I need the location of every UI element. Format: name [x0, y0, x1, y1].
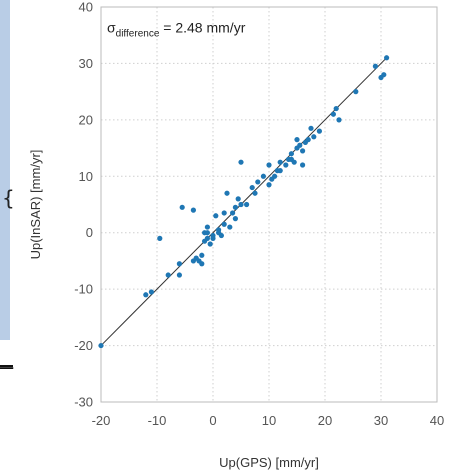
x-tick-label: 20 [318, 413, 332, 428]
data-point [266, 182, 272, 188]
data-point [260, 173, 266, 179]
data-point [252, 190, 258, 196]
data-point [224, 190, 230, 196]
data-point [311, 134, 317, 140]
data-point [98, 342, 104, 349]
data-point [266, 162, 272, 168]
data-point [221, 221, 227, 227]
data-point [353, 89, 359, 95]
y-tick-label: 10 [79, 169, 93, 184]
data-point [238, 159, 244, 165]
data-point [157, 235, 163, 241]
y-axis-label: Up(InSAR) [mm/yr] [28, 150, 43, 260]
y-tick-label: -30 [74, 395, 93, 410]
data-point [143, 292, 149, 298]
x-tick-label: -10 [148, 413, 167, 428]
data-point [232, 204, 238, 210]
data-point [297, 142, 303, 148]
data-point [218, 232, 224, 239]
data-point [179, 204, 185, 210]
data-point [336, 117, 342, 123]
y-tick-label: 0 [86, 225, 93, 240]
data-point [227, 224, 233, 230]
data-point [213, 213, 219, 219]
data-points [98, 55, 390, 349]
data-point [232, 216, 238, 222]
data-point [277, 159, 283, 165]
data-point [277, 168, 283, 174]
y-tick-label: -10 [74, 282, 93, 297]
data-point [249, 184, 255, 191]
sigma-subscript: difference [116, 28, 160, 39]
x-tick-label: -20 [92, 413, 111, 428]
data-point [308, 125, 314, 131]
x-tick-label: 10 [262, 413, 276, 428]
data-point [216, 227, 222, 233]
data-point [300, 148, 306, 154]
data-point [148, 289, 154, 295]
data-point [330, 111, 336, 117]
data-point [199, 252, 205, 258]
data-point [204, 230, 210, 236]
data-point [165, 272, 171, 278]
data-point [230, 210, 236, 216]
y-tick-label: -20 [74, 338, 93, 353]
data-point [190, 207, 196, 213]
background-fragment: { [2, 186, 15, 210]
data-point [204, 224, 210, 230]
grid-lines [100, 6, 438, 403]
data-point [176, 272, 182, 278]
data-point [381, 72, 387, 78]
data-point [204, 235, 210, 241]
data-point [176, 261, 182, 267]
x-tick-label: 0 [209, 413, 216, 428]
data-point [288, 151, 294, 157]
data-point [255, 179, 261, 185]
data-point [316, 128, 322, 134]
data-point [235, 196, 241, 202]
data-point [199, 261, 205, 267]
data-point [333, 105, 339, 112]
background-panel [0, 0, 10, 340]
data-point [210, 235, 216, 241]
data-point [244, 201, 250, 208]
data-point [300, 162, 306, 168]
background-fragment-underlined: _ [0, 340, 13, 370]
y-tick-label: 30 [79, 56, 93, 71]
y-tick-label: 40 [79, 0, 93, 15]
x-axis-label: Up(GPS) [mm/yr] [219, 455, 319, 470]
tick-labels: -20 -10 0 10 20 30 40 -30 -20 -10 0 10 20 30 40 [74, 0, 444, 428]
x-tick-label: 30 [374, 413, 388, 428]
data-point [207, 241, 213, 247]
data-point [372, 63, 378, 69]
sigma-value: = 2.48 mm/yr [159, 19, 245, 35]
data-point [238, 201, 244, 208]
data-point [283, 162, 289, 168]
data-point [272, 173, 278, 179]
data-point [291, 159, 297, 165]
y-tick-label: 20 [79, 112, 93, 127]
data-point [384, 55, 390, 61]
sigma-annotation: σdifference = 2.48 mm/yr [107, 19, 246, 39]
x-tick-label: 40 [430, 413, 444, 428]
sigma-symbol: σ [107, 19, 116, 35]
data-point [305, 137, 311, 143]
data-point [221, 210, 227, 216]
plot-frame [100, 6, 438, 403]
data-point [294, 137, 300, 143]
fit-line [100, 57, 387, 346]
